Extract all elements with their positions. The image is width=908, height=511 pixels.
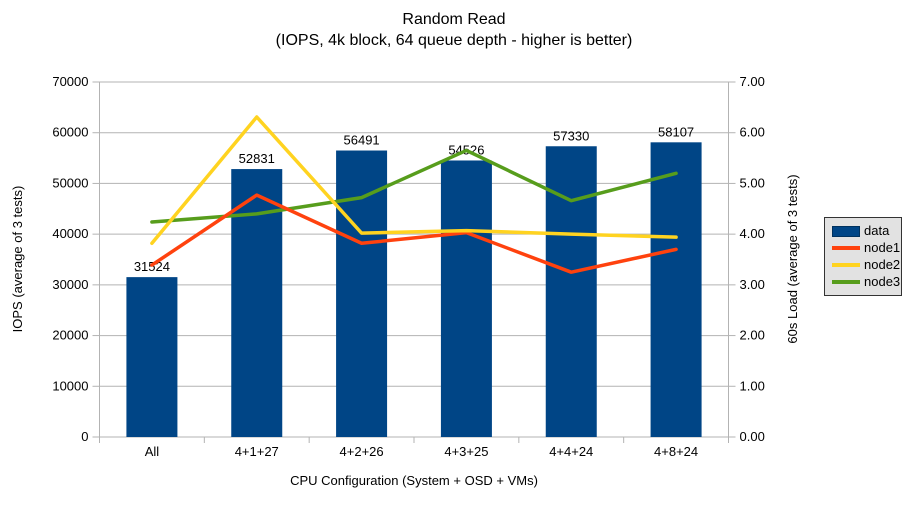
series-line-node3 <box>150 148 678 224</box>
right-axis-tick-label: 4.00 <box>740 226 765 241</box>
chart-title: Random Read <box>402 11 506 28</box>
category-label: 4+4+24 <box>549 444 593 459</box>
x-axis-title: CPU Configuration (System + OSD + VMs) <box>290 473 538 488</box>
left-axis-tick-label: 70000 <box>52 74 88 89</box>
right-axis-tick-label: 1.00 <box>740 378 765 393</box>
left-axis-tick-label: 40000 <box>52 226 88 241</box>
right-axis-tick-label: 7.00 <box>740 74 765 89</box>
legend-item-data: data <box>832 223 898 239</box>
bar <box>440 160 492 437</box>
right-axis-tick-label: 5.00 <box>740 175 765 190</box>
series-line-node1 <box>150 193 678 274</box>
chart-subtitle: (IOPS, 4k block, 64 queue depth - higher… <box>275 32 633 49</box>
bar-value-label: 57330 <box>553 128 589 143</box>
left-axis-tick-label: 60000 <box>52 125 88 140</box>
category-label: 4+3+25 <box>444 444 488 459</box>
legend-item-node3: node3 <box>832 274 901 290</box>
left-axis-tick-label: 0 <box>81 429 88 444</box>
bar <box>231 169 283 437</box>
legend-label-node3: node3 <box>864 274 901 289</box>
legend-label-node1: node1 <box>864 240 901 255</box>
legend-label-node2: node2 <box>864 257 901 272</box>
bar <box>545 146 597 437</box>
series-line-node2 <box>150 115 678 246</box>
legend-item-node1: node1 <box>832 240 901 256</box>
category-label: 4+1+27 <box>235 444 279 459</box>
legend-swatch-node1 <box>832 246 860 250</box>
legend: data node1 node2 node3 <box>824 217 902 296</box>
right-axis-tick-label: 6.00 <box>740 125 765 140</box>
bar <box>126 277 178 437</box>
left-axis-tick-label: 20000 <box>52 328 88 343</box>
legend-swatch-node3 <box>832 280 860 284</box>
right-axis-tick-label: 2.00 <box>740 328 765 343</box>
bar-value-label: 58107 <box>658 124 694 139</box>
legend-item-node2: node2 <box>832 257 901 273</box>
bar-value-label: 52831 <box>239 151 275 166</box>
left-axis-tick-label: 30000 <box>52 277 88 292</box>
bar <box>650 142 702 437</box>
category-label: All <box>145 444 160 459</box>
category-label: 4+2+26 <box>340 444 384 459</box>
right-axis-tick-label: 0.00 <box>740 429 765 444</box>
legend-swatch-data <box>832 225 860 237</box>
category-label: 4+8+24 <box>654 444 698 459</box>
bar <box>336 150 388 437</box>
right-axis-tick-label: 3.00 <box>740 277 765 292</box>
legend-swatch-node2 <box>832 263 860 267</box>
left-axis-tick-label: 50000 <box>52 175 88 190</box>
left-axis-tick-label: 10000 <box>52 378 88 393</box>
legend-label-data: data <box>864 223 890 238</box>
bar-value-label: 56491 <box>344 133 380 148</box>
